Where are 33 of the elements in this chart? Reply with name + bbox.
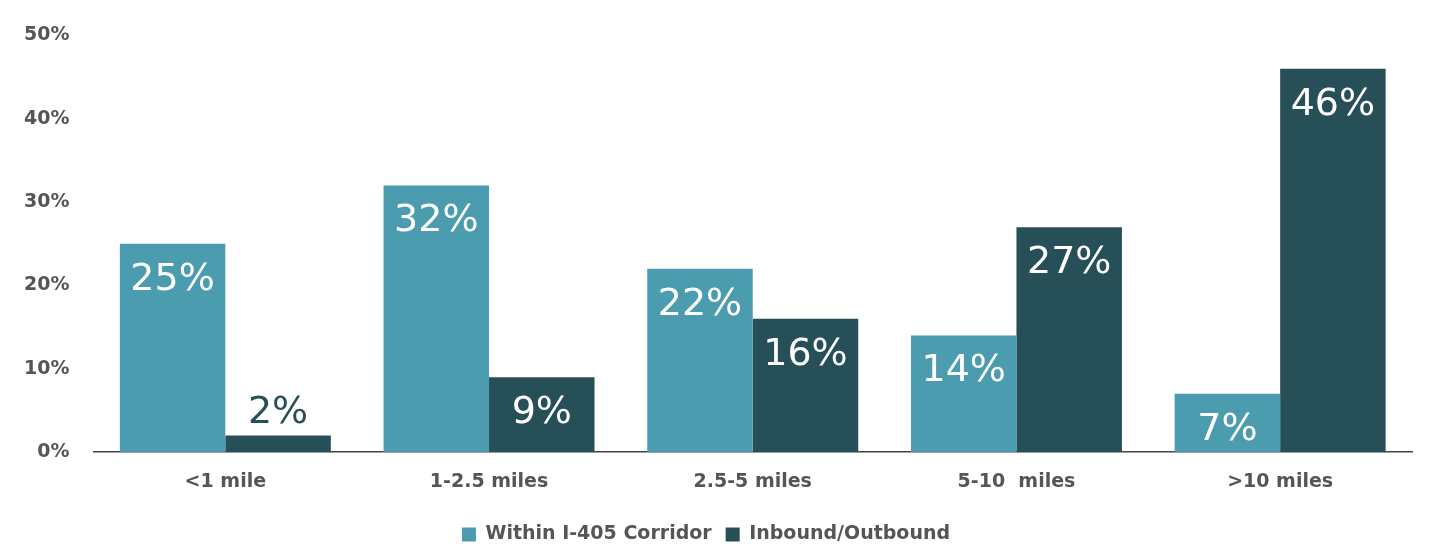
data-label: 2% xyxy=(247,388,309,433)
y-tick-label: 0% xyxy=(37,439,70,462)
x-tick-label: <1 mile xyxy=(184,468,267,491)
x-tick-label: 1-2.5 miles xyxy=(429,468,549,491)
y-tick-label: 40% xyxy=(23,105,70,128)
data-label: 22% xyxy=(657,279,743,324)
data-label: 9% xyxy=(511,388,572,433)
data-label: 46% xyxy=(1290,79,1376,124)
y-tick-label: 30% xyxy=(23,189,70,212)
legend-label: Within I-405 Corridor xyxy=(485,521,713,544)
x-tick-label: 5-10 miles xyxy=(957,468,1076,491)
x-tick-label: 2.5-5 miles xyxy=(693,468,812,491)
bar xyxy=(910,335,1017,453)
bar xyxy=(225,435,331,453)
bar xyxy=(383,185,490,453)
bar xyxy=(119,243,226,453)
data-label: 7% xyxy=(1197,404,1258,449)
data-label: 16% xyxy=(763,329,848,374)
bar xyxy=(647,268,753,453)
y-tick-label: 50% xyxy=(23,22,70,45)
bar xyxy=(489,377,595,453)
data-label: 32% xyxy=(394,196,479,241)
bar xyxy=(1280,68,1386,453)
data-label: 25% xyxy=(130,254,215,299)
y-tick-label: 10% xyxy=(23,355,70,378)
legend-label: Inbound/Outbound xyxy=(749,521,951,544)
bar xyxy=(752,318,859,453)
bar xyxy=(1174,393,1281,453)
data-label: 14% xyxy=(921,346,1006,391)
y-tick-label: 20% xyxy=(23,272,70,295)
x-tick-label: >10 miles xyxy=(1227,468,1334,491)
data-label: 27% xyxy=(1026,238,1112,282)
bar xyxy=(1016,227,1122,453)
